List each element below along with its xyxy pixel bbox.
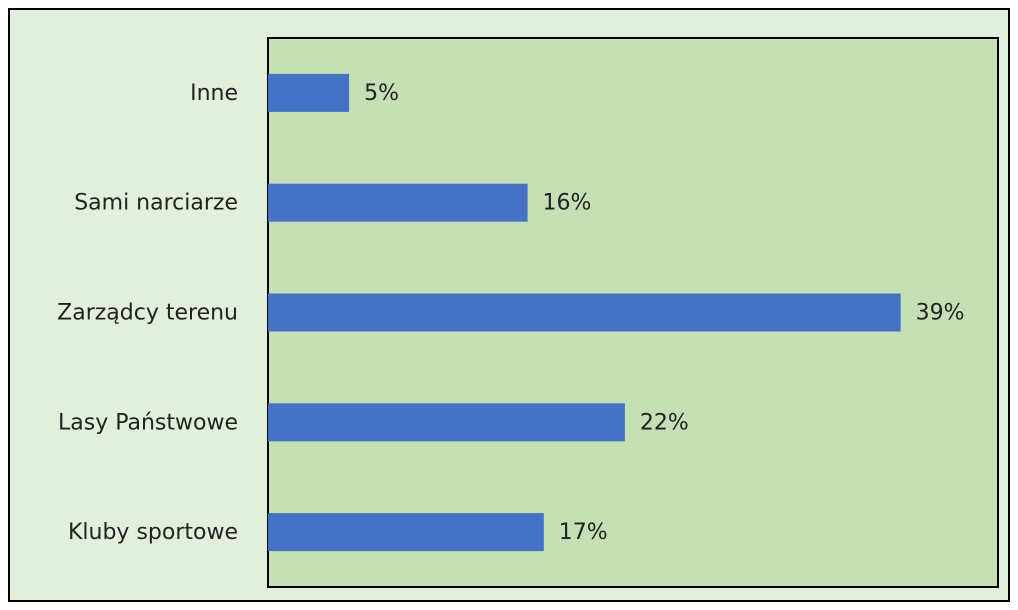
y-tick-label: Lasy Państwowe: [58, 410, 238, 435]
y-tick-label: Inne: [190, 81, 238, 106]
bar: [268, 73, 350, 112]
bar: [268, 183, 528, 222]
y-tick-label: Kluby sportowe: [68, 520, 238, 545]
data-label: 5%: [364, 81, 399, 106]
data-label: 17%: [559, 520, 608, 545]
bar: [268, 403, 625, 442]
data-label: 39%: [916, 301, 965, 326]
bar: [268, 513, 544, 552]
y-tick-label: Sami narciarze: [74, 191, 238, 216]
bar: [268, 293, 901, 332]
y-tick-label: Zarządcy terenu: [57, 301, 238, 326]
data-label: 16%: [543, 191, 592, 216]
data-label: 22%: [640, 410, 689, 435]
